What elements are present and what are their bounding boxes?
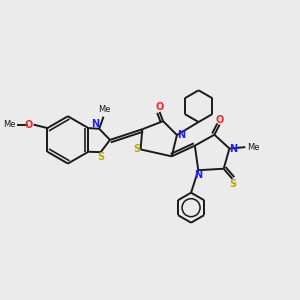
Text: O: O [215, 115, 224, 124]
Text: O: O [24, 120, 32, 130]
Text: N: N [230, 144, 238, 154]
Text: Me: Me [247, 142, 259, 152]
Text: S: S [134, 144, 141, 154]
Text: O: O [155, 102, 164, 112]
Text: N: N [91, 119, 99, 129]
Text: Me: Me [98, 105, 110, 114]
Text: S: S [97, 152, 104, 162]
Text: N: N [177, 130, 185, 140]
Text: Me: Me [4, 120, 16, 129]
Text: N: N [194, 170, 202, 180]
Text: S: S [229, 179, 236, 189]
